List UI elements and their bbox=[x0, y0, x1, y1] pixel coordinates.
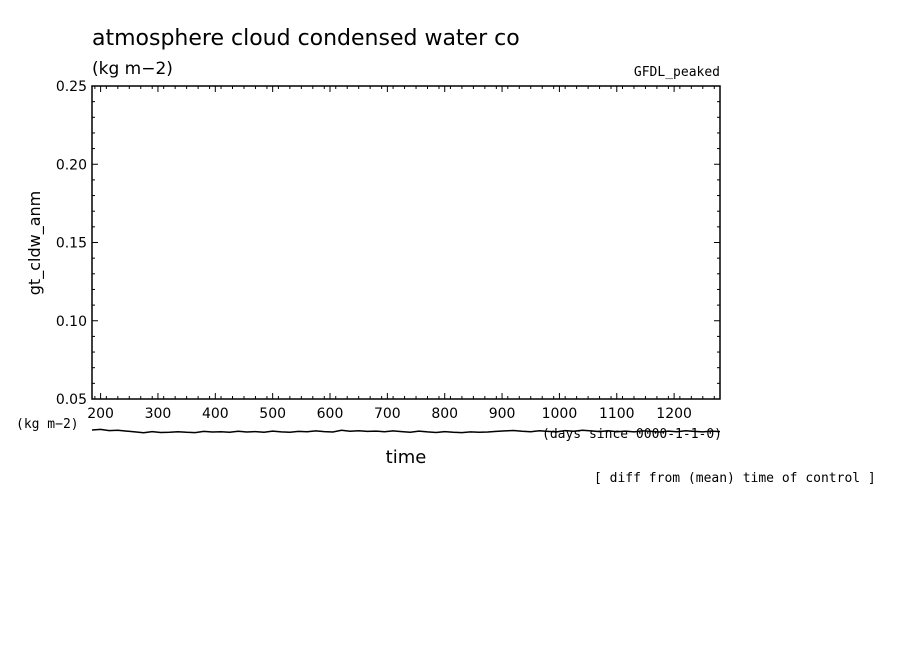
x-tick-label: 600 bbox=[317, 406, 344, 422]
x-tick-label: 1100 bbox=[599, 406, 635, 422]
chart-title: atmosphere cloud condensed water co bbox=[92, 26, 520, 51]
x-tick-label: 300 bbox=[145, 406, 172, 422]
difference-note: [ diff from (mean) time of control ] bbox=[594, 471, 876, 486]
x-axis-units: (days since 0000-1-1-0) bbox=[542, 427, 722, 442]
x-tick-label: 500 bbox=[259, 406, 286, 422]
y-axis-label: gt_cldw_anm bbox=[25, 191, 45, 295]
chart-units-label: (kg m−2) bbox=[92, 59, 173, 79]
y-tick-label: 0.25 bbox=[56, 79, 87, 95]
experiment-label: GFDL_peaked bbox=[634, 65, 720, 80]
series-line bbox=[91, 428, 721, 434]
x-axis-label: time bbox=[386, 447, 427, 468]
y-axis: 0.05 0.10 0.15 0.20 0.25 bbox=[56, 79, 720, 408]
y-axis-units: (kg m−2) bbox=[16, 417, 79, 432]
x-tick-label: 200 bbox=[87, 406, 114, 422]
x-tick-label: 1000 bbox=[542, 406, 578, 422]
x-tick-label: 900 bbox=[489, 406, 516, 422]
x-tick-label: 400 bbox=[202, 406, 229, 422]
x-tick-label: 1200 bbox=[656, 406, 692, 422]
x-tick-label: 800 bbox=[431, 406, 458, 422]
y-tick-label: 0.20 bbox=[56, 157, 87, 173]
plot-frame bbox=[91, 85, 721, 400]
y-tick-label: 0.05 bbox=[56, 392, 87, 408]
y-tick-label: 0.15 bbox=[56, 236, 87, 252]
x-tick-label: 700 bbox=[374, 406, 401, 422]
x-axis: 200 300 400 500 600 700 800 900 1000 1100 1200 bbox=[87, 86, 715, 422]
y-tick-label: 0.10 bbox=[56, 314, 87, 330]
series-group bbox=[91, 428, 721, 434]
